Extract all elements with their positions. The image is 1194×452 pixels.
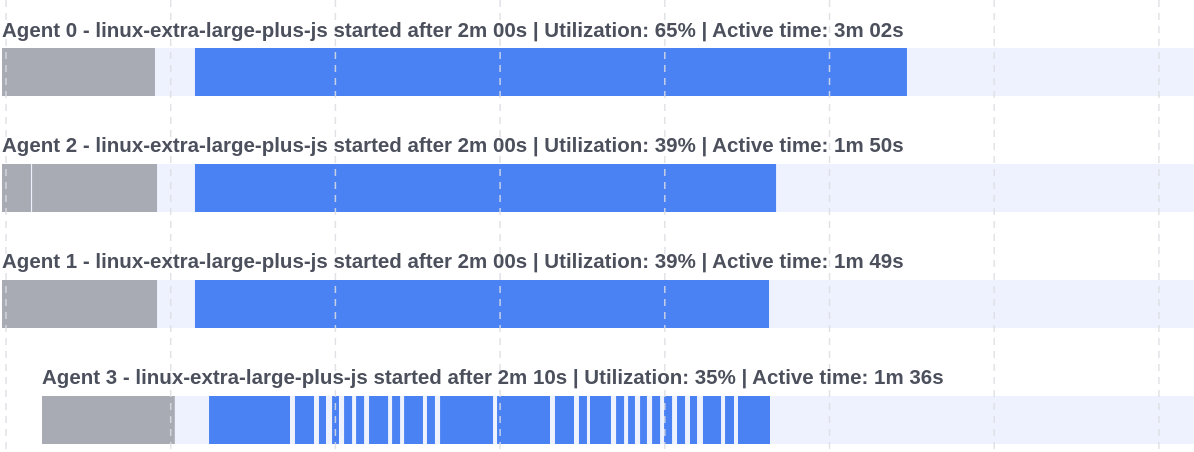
active-segment (440, 396, 494, 444)
active-segment (616, 396, 625, 444)
active-segment (356, 396, 365, 444)
active-segment (677, 396, 686, 444)
active-segment (392, 396, 401, 444)
queued-segment (42, 396, 175, 444)
active-segment (404, 396, 423, 444)
active-segment (652, 396, 661, 444)
active-segment (344, 396, 353, 444)
active-segment (318, 396, 326, 444)
agent-row (2, 48, 1194, 96)
active-segment (369, 396, 389, 444)
active-segment (664, 396, 673, 444)
agent-label: Agent 3 - linux-extra-large-plus-js star… (42, 366, 944, 389)
agent-label: Agent 2 - linux-extra-large-plus-js star… (2, 134, 904, 157)
agent-row (2, 164, 1194, 212)
active-segment (426, 396, 435, 444)
active-segment (194, 164, 777, 212)
queued-segment (32, 164, 158, 212)
active-segment (209, 396, 290, 444)
agent-row (42, 396, 1194, 444)
agent-label: Agent 1 - linux-extra-large-plus-js star… (2, 250, 904, 273)
active-segment (194, 48, 907, 96)
queued-segment (2, 164, 31, 212)
active-segment (578, 396, 587, 444)
queued-segment (2, 280, 158, 328)
active-segment (554, 396, 574, 444)
active-segment (738, 396, 770, 444)
active-segment (294, 396, 314, 444)
queued-segment (2, 48, 155, 96)
active-segment (497, 396, 550, 444)
active-segment (725, 396, 734, 444)
agent-label: Agent 0 - linux-extra-large-plus-js star… (2, 19, 904, 42)
active-segment (640, 396, 647, 444)
active-segment (628, 396, 635, 444)
active-segment (590, 396, 611, 444)
active-segment (702, 396, 722, 444)
active-segment (194, 280, 770, 328)
active-segment (690, 396, 698, 444)
agent-row (2, 280, 1194, 328)
